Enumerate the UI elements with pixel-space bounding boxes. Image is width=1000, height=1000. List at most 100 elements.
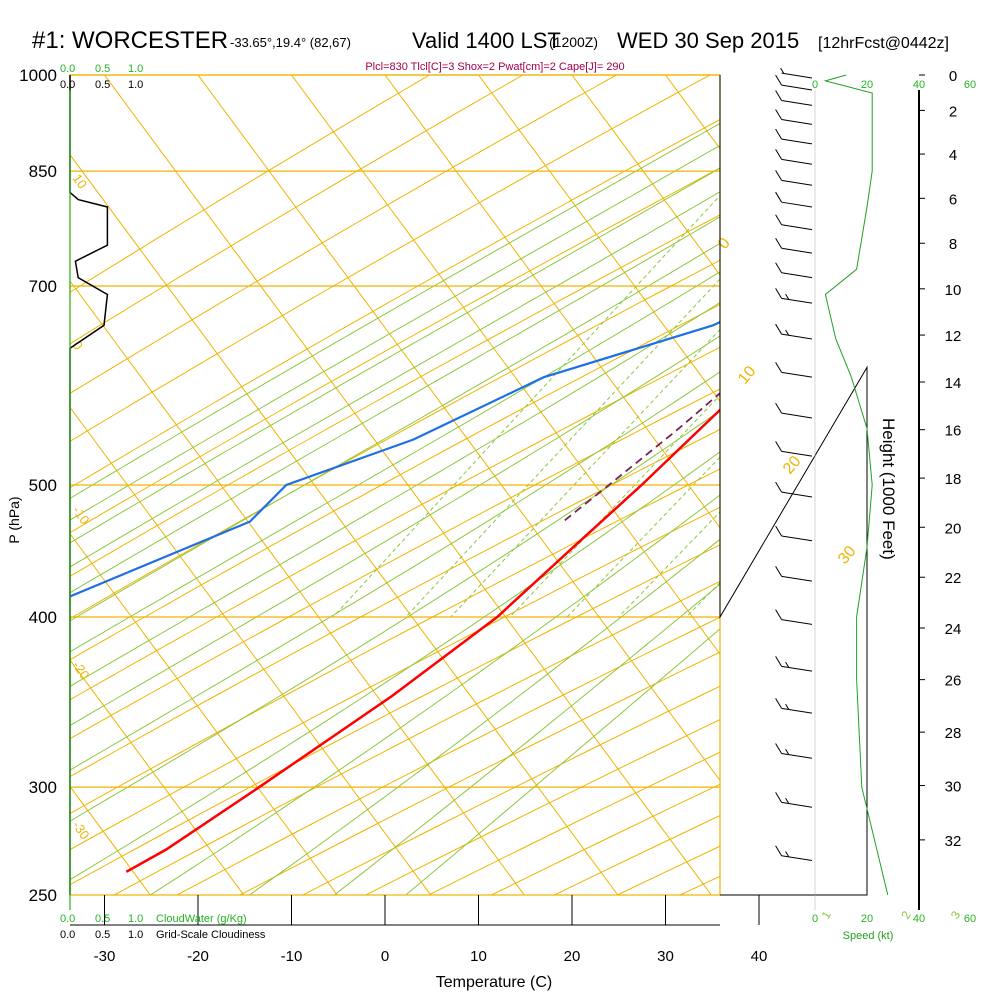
height-tick-label: 14 bbox=[945, 375, 962, 392]
cloud-water-tick-bottom-0: 0.0 bbox=[60, 913, 75, 925]
dewpoint-line bbox=[70, 320, 720, 598]
isotherm-label: -10 bbox=[70, 503, 93, 527]
height-tick-label: 18 bbox=[945, 471, 962, 488]
isotherm-label: 10 bbox=[70, 171, 91, 191]
moist-adiabat-line bbox=[70, 302, 720, 687]
wind-barb bbox=[775, 288, 813, 304]
cloud-cover-tick-top-2: 1.0 bbox=[128, 79, 143, 91]
speed-tick-bottom-3: 60 bbox=[964, 913, 976, 925]
cloud-cover-tick-top-0: 0.0 bbox=[60, 79, 75, 91]
cloud-cover-label: Grid-Scale Cloudiness bbox=[156, 929, 266, 941]
wind-speed-line bbox=[823, 74, 889, 896]
moist-adiabat-line bbox=[405, 628, 720, 895]
x-tick-label: -20 bbox=[187, 948, 209, 965]
speed-tick-bottom-0: 0 bbox=[812, 913, 818, 925]
height-tick-label: 28 bbox=[945, 725, 962, 742]
dry-adiabat-line bbox=[70, 346, 720, 701]
wind-barb bbox=[775, 743, 813, 759]
dry-adiabat-line bbox=[70, 75, 711, 442]
height-tick-label: 20 bbox=[945, 520, 962, 537]
speed-tick-top-2: 40 bbox=[913, 79, 925, 91]
dry-adiabat-line bbox=[70, 75, 524, 345]
dry-adiabat-line bbox=[70, 214, 720, 577]
y-axis-label: P (hPa) bbox=[6, 496, 22, 543]
mixing-ratio-label: 3 bbox=[948, 908, 964, 921]
dry-adiabat-line bbox=[70, 75, 617, 394]
cloud-panel bbox=[69, 75, 109, 910]
mixing-ratio-line bbox=[405, 278, 720, 618]
x-tick-label: 10 bbox=[470, 948, 487, 965]
cloud-cover-tick-bottom-2: 1.0 bbox=[128, 929, 143, 941]
isotherm-line bbox=[70, 659, 245, 895]
height-tick-label: 0 bbox=[949, 68, 957, 85]
x-tick-label: -10 bbox=[281, 948, 303, 965]
moist-adiabat-line bbox=[70, 122, 720, 500]
moist-adiabat-line bbox=[249, 538, 720, 895]
wind-barb bbox=[775, 698, 813, 714]
temperature-line bbox=[125, 408, 720, 873]
moist-adiabat-line bbox=[70, 242, 720, 622]
height-tick-label: 6 bbox=[949, 191, 957, 208]
wind-barb bbox=[775, 214, 813, 231]
isotherm-right-label: 20 bbox=[780, 453, 805, 478]
cloud-cover-tick-top-1: 0.5 bbox=[95, 79, 110, 91]
cloud-cover-tick-bottom-0: 0.0 bbox=[60, 929, 75, 941]
wind-barb bbox=[775, 566, 813, 582]
dry-adiabat-line bbox=[806, 75, 1000, 895]
moist-adiabat-line bbox=[333, 583, 720, 895]
cloud-water-tick-top-1: 0.5 bbox=[95, 63, 110, 75]
wind-barb bbox=[775, 170, 813, 186]
speed-tick-top-1: 20 bbox=[861, 79, 873, 91]
wind-barb bbox=[775, 74, 813, 91]
wind-panel-boundary bbox=[719, 75, 868, 896]
station-title: #1: WORCESTER bbox=[32, 27, 228, 54]
height-tick-label: 22 bbox=[945, 570, 962, 587]
wind-barb bbox=[775, 656, 813, 672]
speed-axis-bottom: 0 20 40 60 Speed (kt) bbox=[812, 913, 976, 942]
height-tick-label: 12 bbox=[945, 328, 962, 345]
height-tick-label: 30 bbox=[945, 779, 962, 796]
isotherm-right-label: 10 bbox=[735, 363, 760, 388]
moist-adiabat-line bbox=[70, 144, 720, 521]
wind-barb bbox=[775, 191, 813, 208]
y-tick-label: 400 bbox=[29, 608, 57, 627]
isotherm-line bbox=[571, 75, 720, 276]
speed-axis-top: 0 20 40 60 bbox=[812, 79, 976, 91]
x-axis-label: Temperature (C) bbox=[436, 974, 552, 991]
speed-axis-label: Speed (kt) bbox=[843, 930, 894, 942]
station-coords: -33.65°,19.4° (82,67) bbox=[230, 35, 351, 50]
valid-time: Valid 1400 LST bbox=[412, 28, 561, 53]
wind-barb bbox=[775, 323, 813, 340]
cloud-axis-bottom: 0.0 0.5 1.0 CloudWater (g/Kg) 0.0 0.5 1.… bbox=[60, 913, 266, 941]
dry-adiabat-line bbox=[239, 651, 720, 895]
x-tick-label: 20 bbox=[564, 948, 581, 965]
valid-time-z: (1200Z) bbox=[549, 34, 598, 50]
height-axis-label: Height (1000 Feet) bbox=[879, 418, 898, 560]
wind-barb bbox=[775, 609, 813, 625]
height-tick-label: 10 bbox=[945, 282, 962, 299]
moist-adiabat-line bbox=[70, 271, 720, 653]
forecast-label: [12hrFcst@0442z] bbox=[818, 35, 949, 52]
wind-barb bbox=[775, 262, 813, 279]
x-tick-label: 30 bbox=[657, 948, 674, 965]
wind-barb bbox=[775, 362, 813, 378]
wind-barb bbox=[775, 109, 813, 125]
parcel-line bbox=[562, 391, 720, 523]
wind-barb bbox=[775, 90, 813, 106]
y-tick-label: 500 bbox=[29, 476, 57, 495]
mixing-ratio-label: 2 bbox=[898, 908, 914, 921]
y-tick-label: 700 bbox=[29, 277, 57, 296]
wind-barb bbox=[780, 67, 813, 79]
cloud-cover-tick-bottom-1: 0.5 bbox=[95, 929, 110, 941]
mixing-ratio-label: 1 bbox=[818, 908, 834, 921]
wind-barb bbox=[775, 845, 813, 862]
isotherm-label: 0 bbox=[70, 338, 86, 353]
dry-adiabat-line bbox=[70, 468, 720, 815]
isotherm-line bbox=[853, 75, 1000, 895]
cloud-water-tick-bottom-2: 1.0 bbox=[128, 913, 143, 925]
height-tick-label: 32 bbox=[945, 833, 962, 850]
isotherm-right-label: 0 bbox=[715, 235, 734, 253]
dry-adiabat-line bbox=[70, 259, 720, 620]
dry-adiabat-line bbox=[743, 75, 1000, 895]
